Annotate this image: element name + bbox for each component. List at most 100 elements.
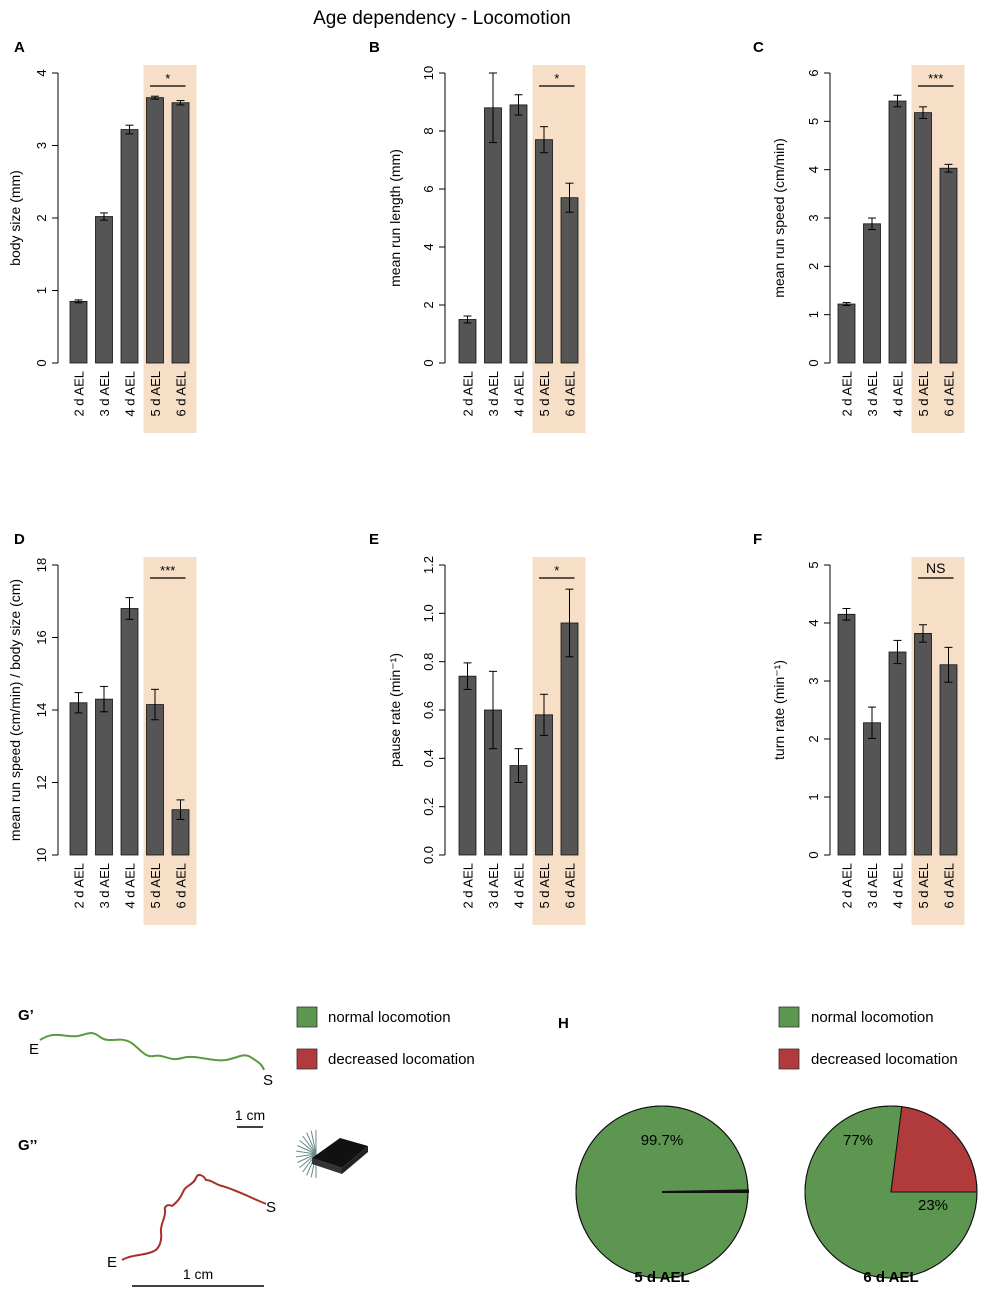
panel-label: F bbox=[753, 531, 762, 548]
pie-outline bbox=[804, 1105, 978, 1279]
x-tick-label: 5 d AEL bbox=[916, 863, 931, 909]
x-tick-label: 4 d AEL bbox=[123, 371, 138, 417]
trace-decreased-end-label: E bbox=[107, 1254, 117, 1271]
y-tick-label: 0.6 bbox=[421, 701, 436, 719]
figure-title: Age dependency - Locomotion bbox=[313, 8, 571, 29]
scale-label-g1: 1 cm bbox=[235, 1107, 265, 1123]
y-tick-label: 0 bbox=[34, 359, 49, 366]
trace-decreased bbox=[121, 1173, 267, 1261]
y-tick-label: 4 bbox=[421, 243, 436, 250]
bar-2-d-ael bbox=[458, 319, 477, 364]
legend-swatch-decreased bbox=[296, 1048, 318, 1070]
x-tick-label: 2 d AEL bbox=[840, 371, 855, 417]
pie-label-decreased: 23% bbox=[918, 1197, 948, 1214]
y-tick-label: 6 bbox=[421, 185, 436, 192]
y-tick-label: 3 bbox=[34, 142, 49, 149]
bar-3-d-ael bbox=[863, 223, 881, 364]
y-tick-label: 6 bbox=[806, 69, 821, 76]
y-axis-label: pause rate (min⁻¹) bbox=[387, 653, 403, 767]
y-tick-label: 16 bbox=[34, 630, 49, 644]
bar-4-d-ael bbox=[509, 104, 528, 364]
fan-ray bbox=[296, 1153, 317, 1158]
y-tick-label: 0 bbox=[421, 359, 436, 366]
pie-outline bbox=[575, 1105, 749, 1279]
legend-label-decreased: decreased locomation bbox=[811, 1051, 958, 1068]
legend-swatch-decreased bbox=[778, 1048, 800, 1070]
fan-ray bbox=[302, 1135, 317, 1155]
pie-6-d-ael: 77% 23% 6 d AEL bbox=[804, 1105, 978, 1286]
y-axis-label: mean run speed (cm/min) bbox=[771, 138, 787, 298]
y-tick-label: 10 bbox=[34, 848, 49, 862]
panel-b: B 0 2 4 6 8 10 mean run length (mm) 2 d AEL 3 d A… bbox=[369, 39, 586, 433]
x-tick-label: 5 d AEL bbox=[148, 371, 163, 417]
y-tick-label: 8 bbox=[421, 127, 436, 134]
legend-h: normal locomotion decreased locomation bbox=[778, 1006, 958, 1070]
pie-5-d-ael: 99.7% 5 d AEL bbox=[575, 1105, 750, 1286]
x-tick-label: 3 d AEL bbox=[97, 863, 112, 909]
panel-e: E 0.0 0.2 0.4 0.6 0.8 1.0 1.2 pause rate (min⁻¹)… bbox=[369, 531, 586, 925]
y-tick-label: 3 bbox=[806, 214, 821, 221]
y-tick-label: 4 bbox=[806, 619, 821, 626]
x-tick-label: 6 d AEL bbox=[174, 863, 189, 909]
x-tick-label: 3 d AEL bbox=[486, 371, 501, 417]
panel-label: B bbox=[369, 39, 380, 56]
trace-decreased-start-label: S bbox=[266, 1199, 276, 1216]
y-tick-label: 1.2 bbox=[421, 556, 436, 574]
scale-label-g2: 1 cm bbox=[183, 1266, 213, 1282]
panel-a: A 0 1 2 3 4 body size (mm) 2 d AEL 3 d AEL 4 d AE… bbox=[7, 39, 197, 433]
legend-label-decreased: decreased locomation bbox=[328, 1051, 475, 1068]
bar-4-d-ael bbox=[120, 608, 139, 856]
fan-ray bbox=[299, 1139, 317, 1155]
trace-normal-start-label: S bbox=[263, 1072, 273, 1089]
bar-5-d-ael bbox=[146, 704, 164, 856]
panel-label-g1: G’ bbox=[18, 1007, 34, 1024]
bar-6-d-ael bbox=[939, 664, 958, 856]
bar-4-d-ael bbox=[120, 129, 139, 364]
x-tick-label: 3 d AEL bbox=[865, 371, 880, 417]
bar-2-d-ael bbox=[837, 303, 856, 364]
y-tick-label: 5 bbox=[806, 118, 821, 125]
y-tick-label: 4 bbox=[806, 166, 821, 173]
y-tick-label: 0 bbox=[806, 851, 821, 858]
x-tick-label: 6 d AEL bbox=[942, 863, 957, 909]
legend-label-normal: normal locomotion bbox=[811, 1009, 934, 1026]
panel-label-g2: G’’ bbox=[18, 1137, 37, 1154]
x-tick-label: 4 d AEL bbox=[891, 371, 906, 417]
bar-2-d-ael bbox=[837, 613, 856, 856]
x-tick-label: 2 d AEL bbox=[461, 863, 476, 909]
panel-c: C 0 1 2 3 4 5 6 mean run speed (cm/min) 2 d AEL 3 … bbox=[753, 39, 965, 433]
x-tick-label: 5 d AEL bbox=[537, 371, 552, 417]
y-tick-label: 2 bbox=[421, 301, 436, 308]
x-tick-label: 3 d AEL bbox=[97, 371, 112, 417]
pie-label-normal: 99.7% bbox=[641, 1132, 684, 1149]
x-tick-label: 4 d AEL bbox=[123, 863, 138, 909]
bar-2-d-ael bbox=[458, 675, 477, 856]
x-tick-label: 2 d AEL bbox=[461, 371, 476, 417]
significance-label: *** bbox=[928, 71, 943, 86]
panel-label: E bbox=[369, 531, 379, 548]
x-tick-label: 6 d AEL bbox=[563, 863, 578, 909]
fan-ray bbox=[306, 1132, 317, 1155]
y-tick-label: 12 bbox=[34, 775, 49, 789]
bar-3-d-ael bbox=[95, 698, 113, 856]
panel-g: G’ E S 1 cm G’’ E S 1 cm bbox=[18, 1007, 368, 1287]
panel-d: D 10 12 14 16 18 mean run speed (cm/min) / bod… bbox=[7, 531, 197, 925]
x-tick-label: 4 d AEL bbox=[512, 863, 527, 909]
significance-label: NS bbox=[926, 560, 945, 576]
y-tick-label: 1 bbox=[806, 311, 821, 318]
legend-swatch-normal bbox=[296, 1006, 318, 1028]
bar-6-d-ael bbox=[939, 167, 958, 364]
y-tick-label: 1.0 bbox=[421, 604, 436, 622]
legend-g: normal locomotion decreased locomation bbox=[296, 1006, 475, 1070]
x-tick-label: 2 d AEL bbox=[840, 863, 855, 909]
fan-ray bbox=[299, 1153, 317, 1169]
panel-f: F 0 1 2 3 4 5 turn rate (min⁻¹) 2 d AEL 3 d AEL 4 … bbox=[753, 531, 965, 925]
significance-label: * bbox=[165, 71, 170, 86]
microscope-camera-icon bbox=[296, 1130, 368, 1178]
pie-title: 6 d AEL bbox=[863, 1269, 918, 1286]
panel-label-h: H bbox=[558, 1015, 569, 1032]
x-tick-label: 4 d AEL bbox=[512, 371, 527, 417]
fan-ray bbox=[296, 1150, 317, 1155]
significance-label: * bbox=[554, 563, 559, 578]
